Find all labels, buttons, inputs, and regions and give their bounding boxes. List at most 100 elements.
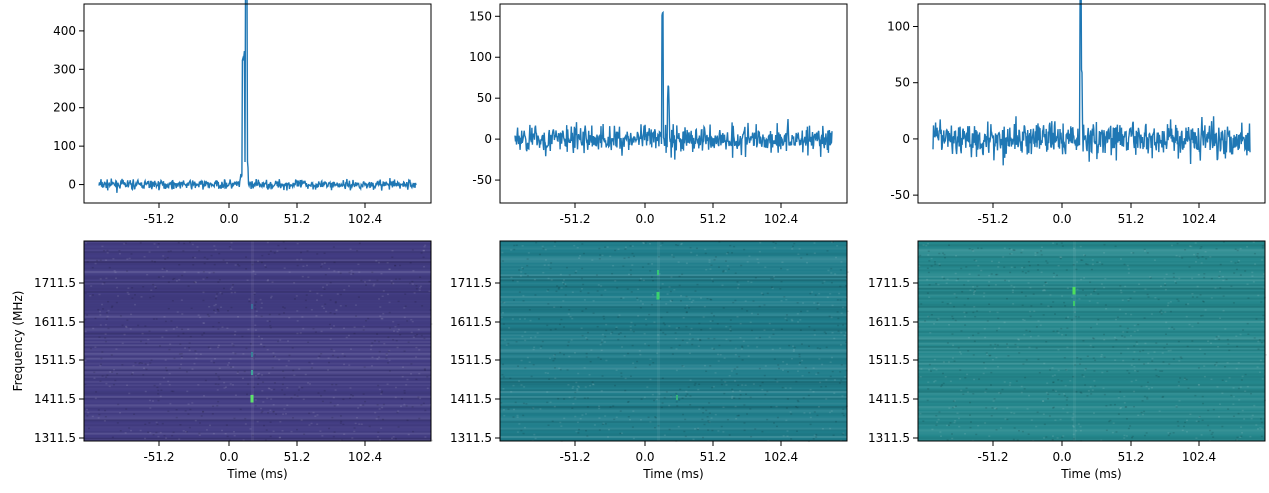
- noise-pixel: [776, 381, 779, 383]
- channel-row: [84, 346, 431, 348]
- noise-pixel: [382, 403, 385, 406]
- noise-pixel: [951, 357, 954, 359]
- noise-pixel: [995, 429, 998, 431]
- noise-pixel: [1178, 400, 1181, 402]
- noise-pixel: [809, 416, 812, 419]
- noise-pixel: [126, 258, 129, 260]
- noise-pixel: [1051, 435, 1054, 437]
- channel-row: [918, 279, 1265, 282]
- burst-spot: [1072, 287, 1076, 295]
- noise-pixel: [244, 417, 247, 420]
- noise-pixel: [377, 431, 380, 434]
- noise-pixel: [736, 281, 739, 283]
- noise-pixel: [953, 421, 956, 424]
- noise-pixel: [686, 341, 689, 344]
- noise-pixel: [354, 304, 357, 306]
- noise-pixel: [1260, 301, 1263, 303]
- noise-pixel: [197, 314, 200, 316]
- noise-pixel: [283, 307, 286, 309]
- noise-pixel: [655, 398, 658, 401]
- noise-pixel: [557, 397, 560, 400]
- noise-pixel: [795, 405, 798, 408]
- channel-row: [84, 366, 431, 368]
- noise-pixel: [1189, 245, 1192, 247]
- noise-pixel: [1159, 370, 1162, 372]
- noise-pixel: [956, 412, 959, 415]
- noise-pixel: [1081, 289, 1084, 291]
- noise-pixel: [786, 430, 789, 432]
- noise-pixel: [1123, 434, 1126, 437]
- noise-pixel: [1183, 377, 1186, 380]
- noise-pixel: [577, 432, 580, 434]
- noise-pixel: [144, 423, 147, 426]
- noise-pixel: [306, 264, 309, 267]
- noise-pixel: [1196, 285, 1199, 288]
- noise-pixel: [189, 408, 192, 411]
- noise-pixel: [269, 324, 272, 327]
- noise-pixel: [747, 345, 750, 347]
- noise-pixel: [1255, 318, 1258, 320]
- noise-pixel: [1161, 352, 1164, 354]
- noise-pixel: [394, 278, 397, 280]
- noise-pixel: [692, 299, 695, 302]
- noise-pixel: [972, 250, 975, 252]
- noise-pixel: [798, 363, 801, 366]
- noise-pixel: [575, 381, 578, 384]
- noise-pixel: [1136, 329, 1139, 332]
- noise-pixel: [184, 347, 187, 349]
- noise-pixel: [651, 263, 654, 265]
- noise-pixel: [1177, 381, 1180, 383]
- noise-pixel: [420, 404, 423, 406]
- noise-pixel: [1061, 334, 1064, 336]
- noise-pixel: [978, 378, 981, 380]
- noise-pixel: [423, 440, 426, 443]
- noise-pixel: [1224, 365, 1227, 368]
- x-tick-label: 0.0: [635, 212, 654, 226]
- noise-pixel: [239, 408, 242, 411]
- noise-pixel: [140, 296, 143, 298]
- noise-pixel: [1252, 241, 1255, 243]
- noise-pixel: [99, 314, 102, 316]
- noise-pixel: [591, 259, 594, 261]
- noise-pixel: [514, 401, 517, 404]
- noise-pixel: [779, 288, 782, 290]
- noise-pixel: [213, 263, 216, 266]
- noise-pixel: [553, 405, 556, 408]
- noise-pixel: [725, 325, 728, 328]
- noise-pixel: [1258, 339, 1261, 341]
- noise-pixel: [226, 435, 229, 438]
- noise-pixel: [758, 367, 761, 370]
- noise-pixel: [418, 417, 421, 420]
- noise-pixel: [225, 386, 228, 389]
- noise-pixel: [758, 250, 761, 253]
- noise-pixel: [1116, 316, 1119, 318]
- noise-pixel: [571, 317, 574, 320]
- noise-pixel: [84, 242, 87, 244]
- noise-pixel: [202, 410, 205, 413]
- channel-row: [500, 256, 847, 258]
- noise-pixel: [218, 279, 221, 281]
- noise-pixel: [1060, 380, 1063, 382]
- noise-pixel: [924, 320, 927, 322]
- channel-row: [918, 311, 1265, 313]
- noise-pixel: [339, 439, 342, 442]
- noise-pixel: [1052, 276, 1055, 278]
- noise-pixel: [605, 323, 608, 326]
- noise-pixel: [934, 380, 937, 382]
- channel-row: [500, 309, 847, 312]
- noise-pixel: [1154, 368, 1157, 371]
- noise-pixel: [143, 255, 146, 258]
- noise-pixel: [173, 277, 176, 280]
- noise-pixel: [1090, 393, 1093, 395]
- noise-pixel: [90, 285, 93, 287]
- noise-pixel: [217, 400, 220, 403]
- noise-pixel: [381, 390, 384, 393]
- noise-pixel: [585, 429, 588, 432]
- noise-pixel: [142, 367, 145, 370]
- noise-pixel: [957, 278, 960, 280]
- heatmap-background: [84, 241, 431, 441]
- noise-pixel: [169, 402, 172, 405]
- noise-pixel: [152, 318, 155, 320]
- channel-row: [84, 424, 431, 427]
- noise-pixel: [1188, 266, 1191, 268]
